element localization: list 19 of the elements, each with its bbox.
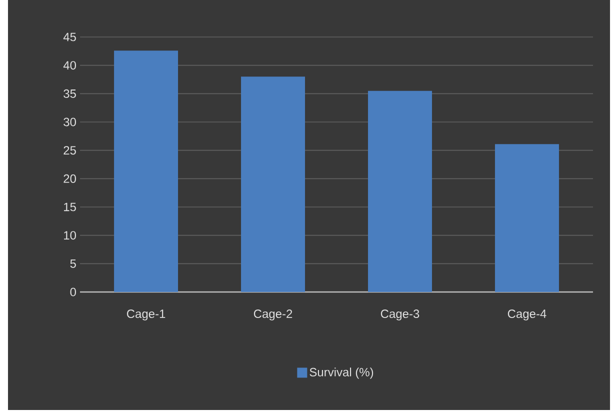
x-tick-label: Cage-2 [254,310,292,320]
y-tick-label: 10 [64,231,76,240]
y-tick-label: 20 [64,174,76,183]
bar [241,76,306,292]
x-tick-label: Cage-3 [380,310,420,320]
bar [114,50,178,292]
y-tick-label: 40 [63,61,76,70]
legend-label: Survival (%) [310,368,374,379]
bar [494,144,559,292]
x-tick-label: Cage-4 [508,310,546,320]
y-tick-label: 35 [64,89,76,98]
y-tick-label: 30 [64,118,76,126]
bar [368,90,432,292]
y-tick-label: 5 [70,259,76,268]
y-tick-label: 45 [63,32,76,42]
x-tick-label: Cage-1 [126,310,166,320]
y-tick-label: 15 [64,202,76,212]
y-tick-label: 25 [64,146,76,155]
y-tick-label: 0 [70,288,76,296]
